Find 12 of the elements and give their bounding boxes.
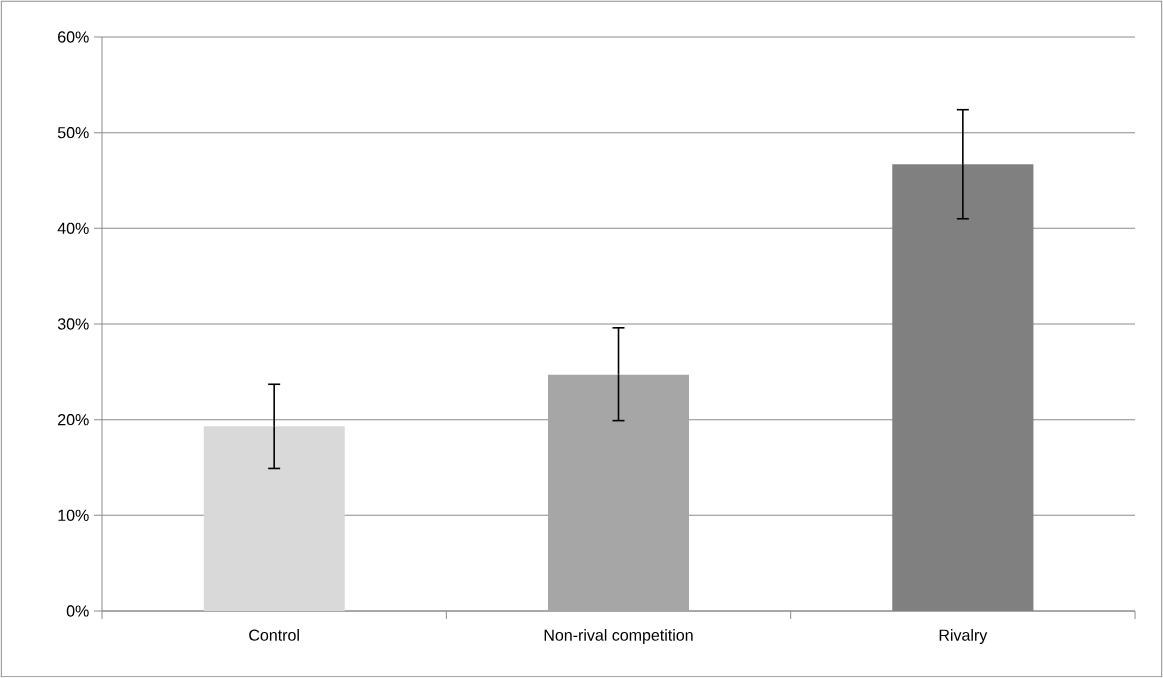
y-tick-label: 60% xyxy=(58,31,89,43)
y-tick-label: 20% xyxy=(58,414,89,426)
x-tick-label: Non-rival competition xyxy=(544,629,693,644)
bar xyxy=(203,426,345,611)
bar xyxy=(547,374,690,611)
y-tick-label: 30% xyxy=(57,318,89,330)
y-tick-label: 10% xyxy=(58,509,89,521)
y-tick-label: 0% xyxy=(66,605,89,617)
y-tick-label: 50% xyxy=(57,127,89,139)
y-tick-label: 40% xyxy=(57,222,89,234)
x-tick-label: Rivalry xyxy=(939,629,988,644)
x-tick-label: Control xyxy=(249,629,299,641)
